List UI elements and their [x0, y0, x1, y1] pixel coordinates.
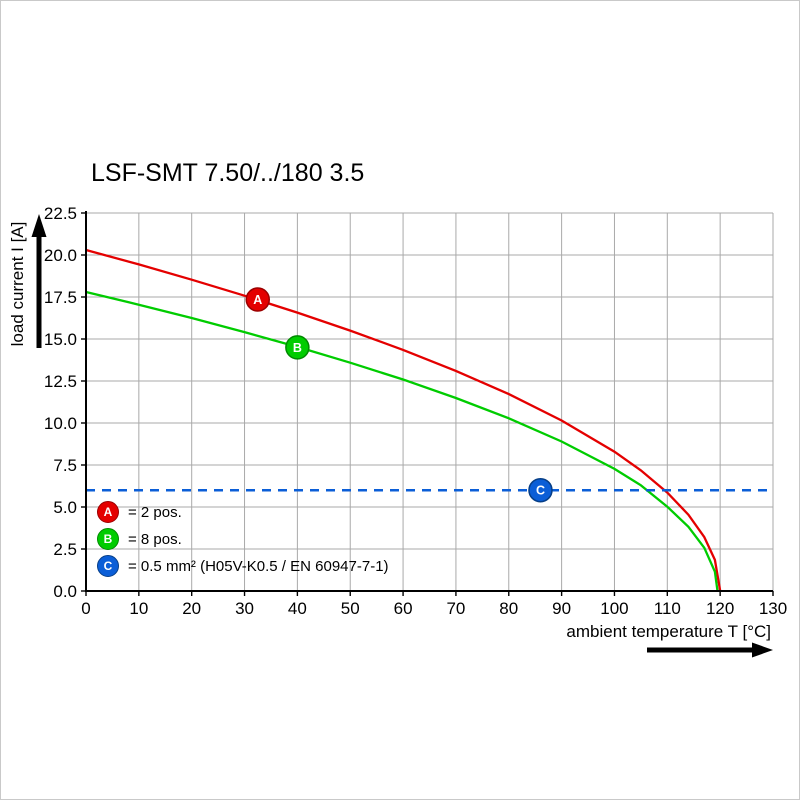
svg-text:40: 40	[288, 599, 307, 618]
svg-text:110: 110	[654, 599, 681, 618]
x-tick-labels: 0 10 20 30 40 50 60 70 80 90 100 110 120 130	[81, 599, 787, 618]
chart-layers: 0 10 20 30 40 50 60 70 80 90 100 110 120 130 0.0 2.5 5.0…	[31, 204, 787, 658]
svg-text:20.0: 20.0	[44, 246, 77, 265]
axis-arrows	[31, 214, 773, 658]
y-tick-labels: 0.0 2.5 5.0 7.5 10.0 12.5 15.0 17.5 20.0 22.5	[44, 204, 77, 601]
legend-marker-C: C	[97, 555, 119, 577]
svg-text:90: 90	[552, 599, 571, 618]
svg-text:50: 50	[341, 599, 360, 618]
legend-row-A: A = 2 pos.	[97, 501, 389, 523]
marker-A: A	[245, 287, 270, 312]
legend-row-C: C = 0.5 mm² (H05V-K0.5 / EN 60947-7-1)	[97, 555, 389, 577]
chart-title: LSF-SMT 7.50/../180 3.5	[91, 159, 365, 187]
curve-A	[85, 248, 722, 592]
legend-label-C: = 0.5 mm² (H05V-K0.5 / EN 60947-7-1)	[128, 557, 389, 575]
legend: A = 2 pos. B = 8 pos. C = 0.5 mm² (H05V-K0.5 …	[97, 501, 389, 577]
legend-marker-A: A	[97, 501, 119, 523]
svg-text:22.5: 22.5	[44, 204, 77, 223]
svg-text:17.5: 17.5	[44, 288, 77, 307]
svg-text:130: 130	[759, 599, 787, 618]
svg-text:70: 70	[446, 599, 465, 618]
y-axis-arrowhead	[31, 214, 47, 237]
svg-text:B: B	[293, 341, 302, 355]
x-axis-label: ambient temperature T [°C]	[566, 622, 771, 641]
legend-label-A: = 2 pos.	[128, 503, 182, 521]
y-axis-label: load current I [A]	[8, 222, 27, 347]
svg-text:10: 10	[129, 599, 148, 618]
svg-text:100: 100	[600, 599, 628, 618]
legend-row-B: B = 8 pos.	[97, 528, 389, 550]
svg-text:C: C	[536, 484, 545, 498]
svg-text:0: 0	[81, 599, 90, 618]
marker-C: C	[528, 477, 553, 503]
svg-text:30: 30	[235, 599, 254, 618]
marker-B: B	[285, 335, 310, 360]
axes	[81, 211, 774, 596]
svg-text:12.5: 12.5	[44, 372, 77, 391]
svg-text:2.5: 2.5	[53, 540, 77, 559]
x-axis-arrowhead	[752, 642, 773, 658]
svg-text:80: 80	[499, 599, 518, 618]
svg-text:A: A	[253, 293, 262, 307]
svg-text:120: 120	[706, 599, 734, 618]
curve-B	[85, 290, 719, 592]
svg-text:10.0: 10.0	[44, 414, 77, 433]
svg-text:0.0: 0.0	[53, 582, 77, 601]
legend-marker-B: B	[97, 528, 119, 550]
svg-text:5.0: 5.0	[53, 498, 77, 517]
legend-label-B: = 8 pos.	[128, 530, 182, 548]
svg-text:7.5: 7.5	[53, 456, 77, 475]
svg-text:20: 20	[182, 599, 201, 618]
svg-text:60: 60	[394, 599, 413, 618]
svg-text:15.0: 15.0	[44, 330, 77, 349]
